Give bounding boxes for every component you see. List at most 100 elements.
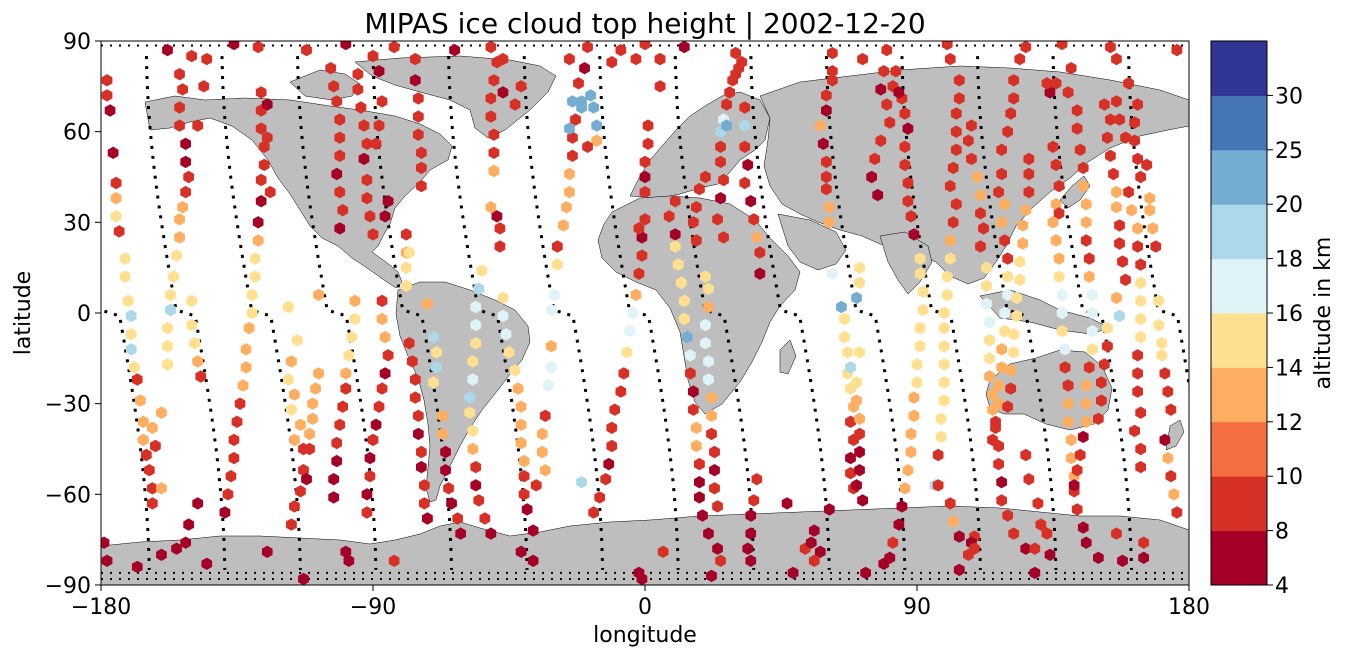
data-point: [814, 545, 826, 558]
data-point: [1165, 470, 1177, 483]
data-point: [1062, 379, 1074, 392]
data-point: [367, 49, 379, 63]
data-point: [545, 340, 557, 353]
data-point: [941, 270, 953, 283]
data-point: [1005, 382, 1017, 395]
data-point: [869, 152, 881, 166]
data-point: [902, 122, 914, 135]
data-point: [914, 267, 926, 280]
data-point: [824, 503, 835, 516]
data-point: [1086, 306, 1098, 320]
data-point: [113, 225, 125, 238]
data-point: [672, 258, 684, 271]
data-point: [361, 137, 373, 150]
data-point: [443, 482, 454, 495]
data-point: [488, 74, 500, 87]
data-point: [364, 210, 376, 223]
data-point: [975, 188, 986, 202]
colorbar-tick-label: 16: [1275, 302, 1303, 327]
data-point: [1002, 400, 1013, 413]
data-point: [131, 560, 143, 574]
data-point: [576, 476, 587, 489]
data-point: [337, 400, 349, 413]
data-point: [491, 210, 503, 223]
data-point: [947, 161, 959, 175]
data-point: [183, 518, 194, 531]
data-point: [950, 198, 962, 211]
data-point: [1002, 509, 1013, 522]
data-point: [419, 479, 430, 492]
data-point: [1080, 198, 1092, 211]
land-arabia: [777, 213, 847, 271]
data-point: [591, 134, 602, 147]
data-point: [1138, 536, 1149, 549]
data-point: [669, 228, 681, 241]
data-point: [1032, 497, 1044, 510]
data-point: [156, 406, 167, 419]
data-point: [694, 182, 705, 196]
data-point: [1105, 113, 1116, 126]
data-point: [313, 367, 324, 380]
data-point: [1162, 385, 1174, 398]
y-axis-label: latitude: [11, 271, 36, 355]
colorbar-segment: [1211, 313, 1267, 368]
data-point: [467, 355, 479, 368]
data-point: [343, 554, 355, 567]
data-point: [174, 119, 185, 132]
data-point: [225, 470, 237, 483]
data-point: [911, 376, 923, 389]
data-point: [295, 485, 306, 498]
data-point: [1135, 442, 1146, 456]
data-point: [255, 173, 267, 187]
land-masses: [101, 55, 1189, 585]
data-point: [1111, 95, 1122, 108]
data-point: [413, 409, 424, 422]
data-point: [388, 41, 400, 54]
data-point: [286, 403, 297, 416]
data-point: [470, 460, 482, 474]
data-point: [1126, 204, 1137, 217]
data-point: [518, 454, 530, 468]
data-point: [328, 80, 340, 93]
data-point: [736, 56, 748, 69]
data-point: [180, 185, 191, 199]
data-point: [621, 346, 633, 359]
data-point: [228, 433, 240, 447]
data-point: [162, 321, 173, 335]
data-point: [1135, 460, 1146, 474]
data-point: [984, 315, 995, 329]
data-point: [304, 442, 315, 456]
data-point: [150, 439, 161, 453]
data-point: [821, 170, 832, 184]
data-point: [515, 80, 527, 93]
y-tick-label: −90: [45, 574, 91, 599]
data-points: [101, 41, 1183, 585]
data-point: [361, 506, 373, 519]
data-point: [639, 41, 651, 51]
data-point: [1059, 361, 1071, 374]
data-point: [295, 418, 306, 431]
data-point: [473, 494, 485, 507]
data-point: [630, 52, 642, 66]
data-point: [899, 107, 911, 120]
data-point: [413, 128, 424, 141]
data-point: [1096, 376, 1107, 389]
data-point: [416, 161, 427, 175]
data-point: [437, 427, 448, 441]
data-point: [177, 83, 188, 96]
data-point: [576, 101, 587, 114]
data-point: [588, 101, 599, 114]
data-point: [192, 355, 204, 368]
data-point: [1123, 185, 1134, 199]
data-point: [606, 56, 618, 69]
data-point: [703, 373, 714, 386]
data-point: [1093, 412, 1104, 425]
data-point: [1062, 415, 1074, 428]
data-point: [938, 394, 950, 407]
data-point: [515, 545, 527, 558]
data-point: [582, 140, 593, 153]
data-point: [1165, 403, 1177, 416]
data-point: [839, 312, 850, 326]
data-point: [376, 95, 388, 108]
data-point: [1114, 113, 1125, 126]
